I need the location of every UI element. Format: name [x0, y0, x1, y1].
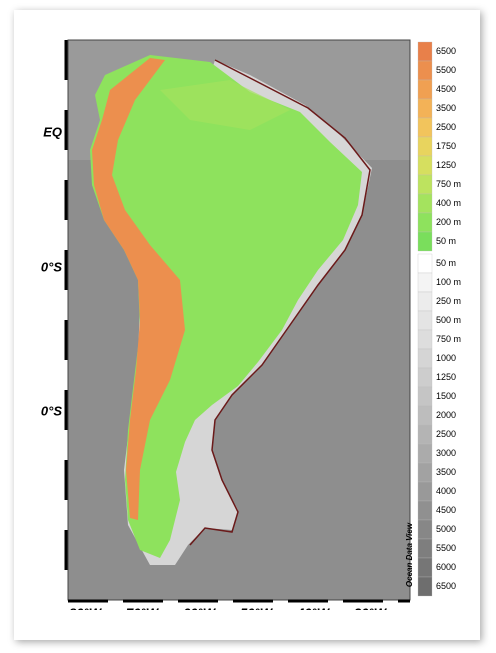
- andes: [92, 58, 185, 520]
- colorbar-swatch: [417, 386, 433, 407]
- colorbar-label: 750 m: [436, 179, 461, 189]
- depth-contour: [189, 59, 371, 546]
- colorbar-label: 1750: [436, 141, 456, 151]
- credit: Ocean Data View: [405, 522, 414, 587]
- colorbar-swatch: [417, 443, 433, 464]
- colorbar-label: 1250: [436, 372, 456, 382]
- colorbar-label: 750 m: [436, 334, 461, 344]
- colorbar-swatch: [417, 329, 433, 350]
- colorbar-swatch: [417, 117, 433, 138]
- colorbar-label: 2500: [436, 429, 456, 439]
- colorbar-swatch: [417, 405, 433, 426]
- lon-label: 80°W: [69, 605, 103, 620]
- land: [90, 55, 362, 558]
- colorbar-swatch: [417, 462, 433, 483]
- colorbar-swatch: [417, 500, 433, 521]
- colorbar-swatch: [417, 155, 433, 176]
- lat-label: EQ: [43, 124, 62, 139]
- colorbar-label: 4500: [436, 505, 456, 515]
- lat-label: 0°S: [41, 259, 62, 274]
- lat-label: 0°S: [41, 403, 62, 418]
- colorbar-swatch: [417, 538, 433, 559]
- colorbar-label: 200 m: [436, 217, 461, 227]
- colorbar-label: 6500: [436, 581, 456, 591]
- colorbar-label: 5000: [436, 524, 456, 534]
- colorbar-label: 100 m: [436, 277, 461, 287]
- colorbar-label: 50 m: [436, 258, 456, 268]
- colorbar-swatch: [417, 557, 433, 578]
- colorbar-label: 6000: [436, 562, 456, 572]
- colorbar-swatch: [417, 98, 433, 119]
- colorbar-label: 5500: [436, 65, 456, 75]
- colorbar-label: 2500: [436, 122, 456, 132]
- colorbar-label: 2000: [436, 410, 456, 420]
- colorbar-label: 400 m: [436, 198, 461, 208]
- lon-label: 60°W: [183, 605, 217, 620]
- colorbar-swatch: [417, 212, 433, 233]
- colorbar-label: 500 m: [436, 315, 461, 325]
- lon-label: 30°W: [354, 605, 388, 620]
- colorbar-swatch: [417, 310, 433, 331]
- colorbar-label: 4000: [436, 486, 456, 496]
- colorbar-swatch: [417, 253, 433, 274]
- colorbar-label: 6500: [436, 46, 456, 56]
- lon-label: 70°W: [126, 605, 160, 620]
- map: [68, 40, 410, 600]
- colorbar-swatch: [417, 291, 433, 312]
- colorbar-label: 1500: [436, 391, 456, 401]
- colorbar-swatch: [417, 174, 433, 195]
- colorbar-swatch: [417, 193, 433, 214]
- lon-label: 40°W: [296, 605, 331, 620]
- colorbar-swatch: [417, 41, 433, 62]
- colorbar-label: 50 m: [436, 236, 456, 246]
- colorbar-swatch: [417, 519, 433, 540]
- colorbar: 6500 5500 4500 3500 2500 1750 1250 750 m 400 m 20…: [417, 41, 461, 597]
- colorbar-swatch: [417, 576, 433, 597]
- colorbar-swatch: [417, 60, 433, 81]
- colorbar-swatch: [417, 424, 433, 445]
- colorbar-swatch: [417, 231, 433, 252]
- colorbar-swatch: [417, 367, 433, 388]
- colorbar-label: 3500: [436, 467, 456, 477]
- lat-labels: EQ 0°S 0°S: [41, 124, 62, 418]
- colorbar-label: 4500: [436, 84, 456, 94]
- colorbar-swatch: [417, 79, 433, 100]
- colorbar-swatch: [417, 136, 433, 157]
- colorbar-swatch: [417, 348, 433, 369]
- colorbar-label: 3000: [436, 448, 456, 458]
- colorbar-label: 3500: [436, 103, 456, 113]
- colorbar-label: 250 m: [436, 296, 461, 306]
- highlands: [160, 80, 290, 130]
- lon-labels: 80°W 70°W 60°W 50°W 40°W 30°W: [69, 605, 388, 620]
- colorbar-label: 1250: [436, 160, 456, 170]
- colorbar-label: 1000: [436, 353, 456, 363]
- lon-label: 50°W: [240, 605, 274, 620]
- colorbar-swatch: [417, 481, 433, 502]
- colorbar-swatch: [417, 272, 433, 293]
- colorbar-label: 5500: [436, 543, 456, 553]
